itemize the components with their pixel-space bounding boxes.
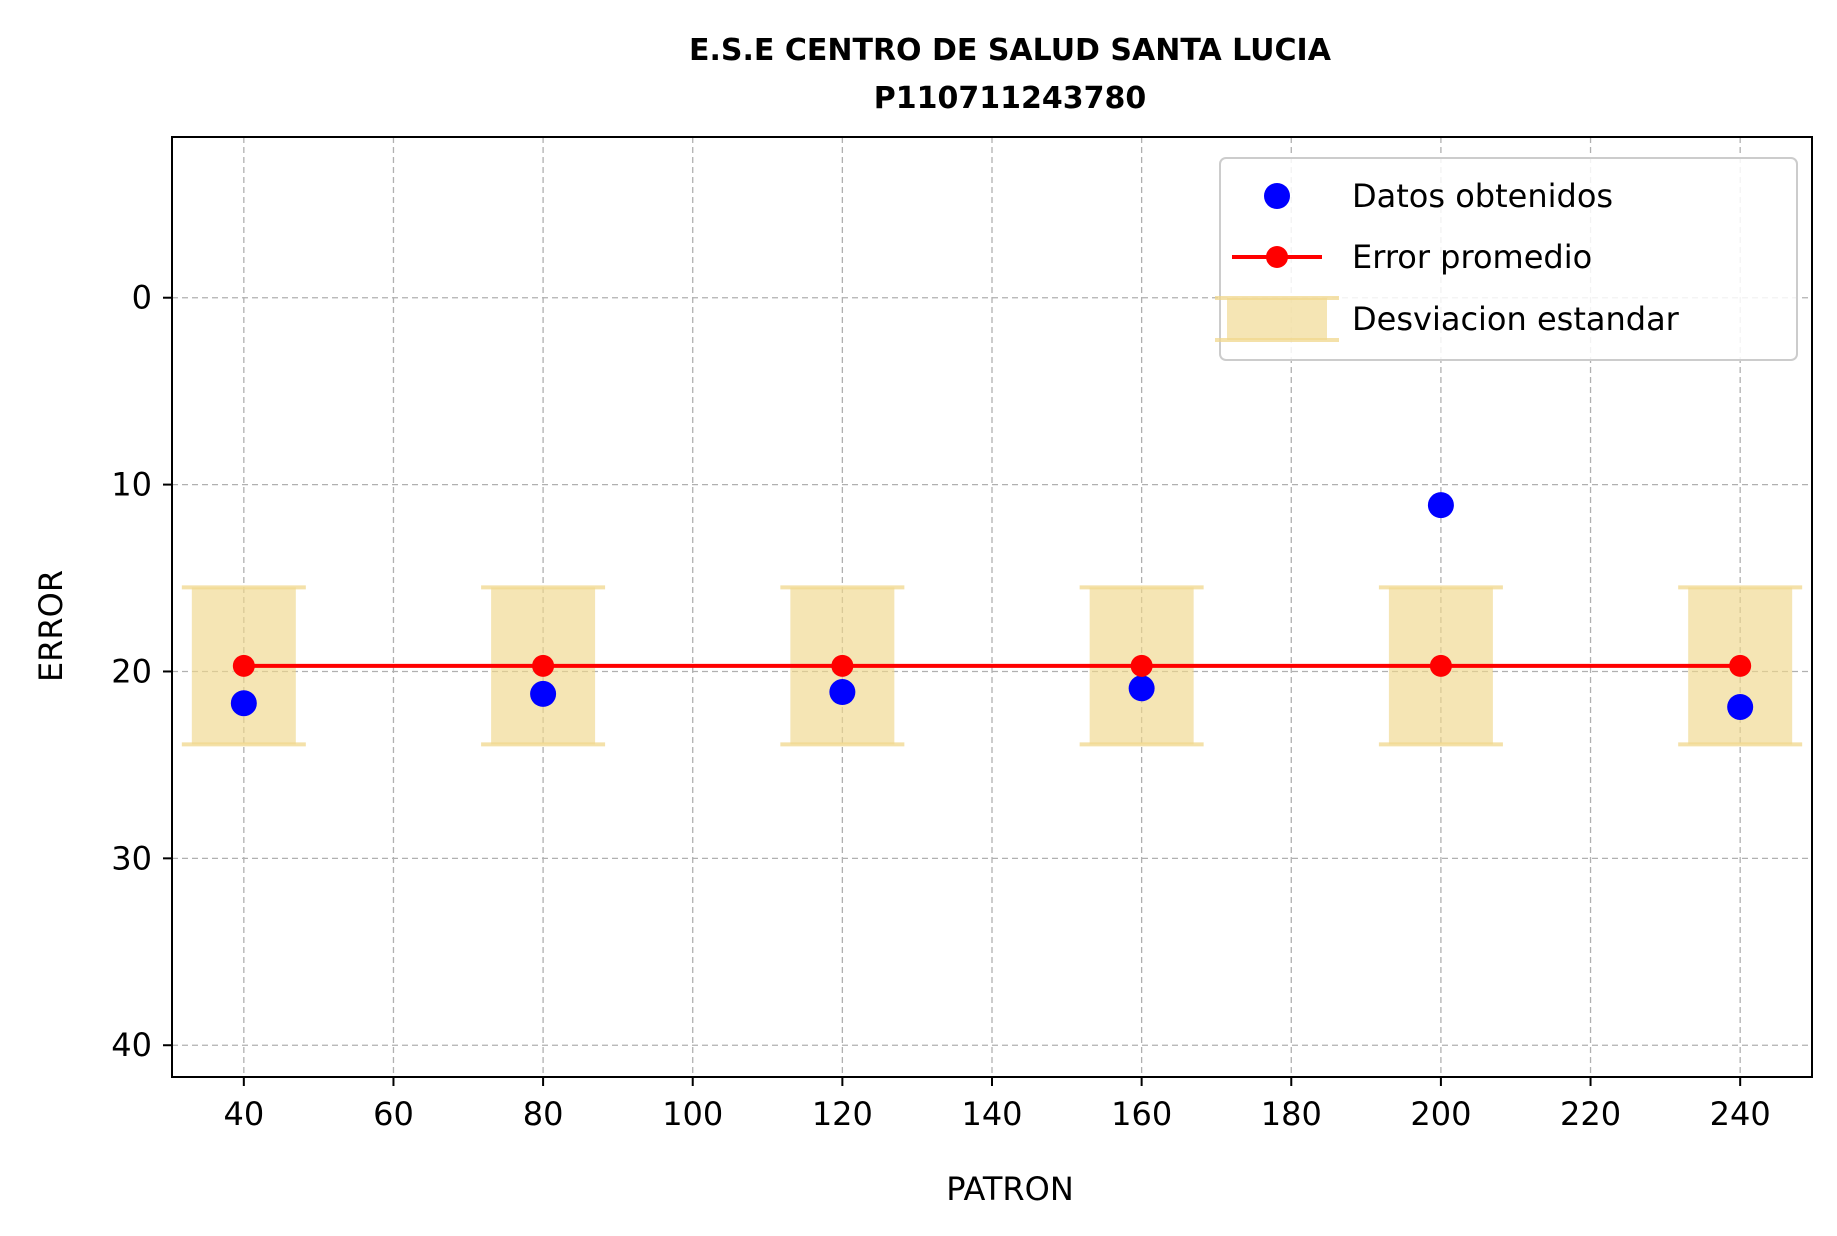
y-axis-ticks: 0 10 20 30 40 [111, 279, 172, 1064]
data-points [230, 492, 1754, 720]
data-point [829, 679, 856, 706]
mean-error-marker [232, 654, 255, 677]
y-tick-label: 10 [111, 466, 152, 504]
legend-line-dot [1266, 246, 1288, 268]
mean-error-marker [1130, 654, 1153, 677]
mean-error-marker [1729, 654, 1752, 677]
y-tick-label: 0 [132, 279, 152, 317]
y-axis-label: ERROR [32, 570, 70, 682]
data-point [1727, 693, 1754, 720]
mean-error-marker [532, 654, 555, 677]
x-axis-label: PATRON [946, 1170, 1074, 1208]
x-tick-label: 40 [223, 1095, 264, 1133]
legend-errorbar-patch [1227, 298, 1327, 340]
legend-frame [1219, 157, 1798, 361]
data-point [530, 680, 557, 707]
x-tick-label: 60 [373, 1095, 414, 1133]
chart-subtitle: P110711243780 [874, 81, 1146, 116]
legend-scatter-marker [1264, 183, 1290, 209]
y-tick-label: 20 [111, 652, 152, 690]
x-tick-label: 160 [1111, 1095, 1172, 1133]
data-point [1128, 675, 1155, 702]
x-tick-label: 140 [961, 1095, 1022, 1133]
x-tick-label: 200 [1410, 1095, 1471, 1133]
legend: Datos obtenidos Error promedio Desviacio… [1215, 157, 1798, 361]
y-tick-label: 30 [111, 839, 152, 877]
data-point [230, 690, 257, 717]
mean-error-line [232, 654, 1752, 677]
chart-title: E.S.E CENTRO DE SALUD SANTA LUCIA [689, 33, 1332, 68]
mean-error-marker [831, 654, 854, 677]
x-axis-ticks: 40 60 80 100 120 140 160 180 200 220 240 [223, 1077, 1771, 1133]
x-tick-label: 120 [812, 1095, 873, 1133]
x-tick-label: 80 [523, 1095, 564, 1133]
legend-label-desviacion: Desviacion estandar [1352, 300, 1680, 338]
y-tick-label: 40 [111, 1026, 152, 1064]
legend-label-error: Error promedio [1352, 238, 1592, 276]
mean-error-marker [1429, 654, 1452, 677]
data-point [1427, 492, 1454, 519]
legend-label-datos: Datos obtenidos [1352, 177, 1613, 215]
x-tick-label: 100 [662, 1095, 723, 1133]
x-tick-label: 180 [1261, 1095, 1322, 1133]
x-tick-label: 220 [1560, 1095, 1621, 1133]
x-tick-label: 240 [1710, 1095, 1771, 1133]
